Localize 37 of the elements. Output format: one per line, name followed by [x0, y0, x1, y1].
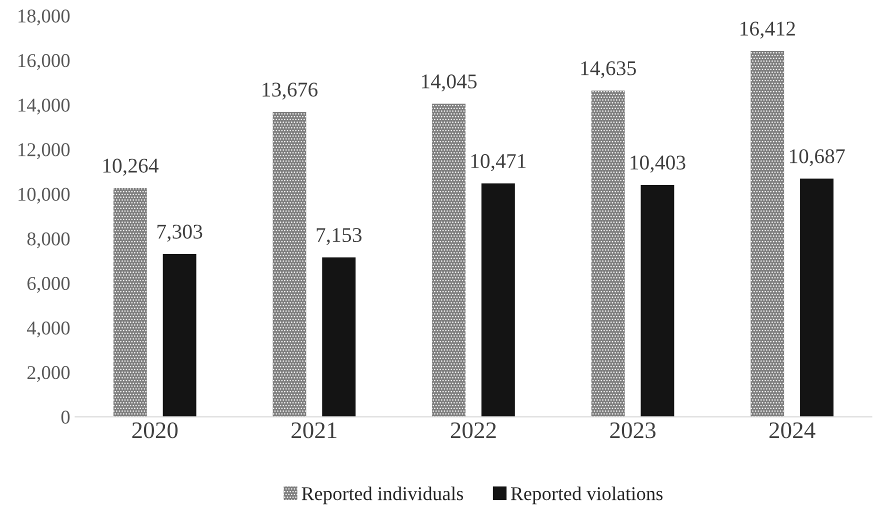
text: 16,412 [740, 22, 795, 39]
y-tick-label: 10,000 [18, 188, 70, 204]
y-tick-label: 0 [61, 410, 70, 424]
bar [113, 188, 147, 417]
x-tick-label: 2020 [132, 422, 178, 438]
legend-label: Reported individuals [302, 486, 464, 504]
bar [640, 184, 674, 417]
x-tick-label: 2023 [610, 422, 656, 438]
bar [432, 104, 466, 417]
bar [272, 112, 306, 417]
text: 10,403 [630, 156, 686, 173]
y-tick-label: 14,000 [18, 98, 70, 115]
text: 10,264 [103, 158, 159, 176]
y-tick-label: 16,000 [18, 54, 70, 70]
text: 13,676 [262, 82, 318, 100]
text: 14,045 [422, 74, 477, 92]
y-tick-label: 12,000 [18, 143, 70, 160]
text: 14,635 [581, 61, 636, 78]
x-tick-label: 2021 [292, 422, 336, 438]
bar [750, 51, 784, 417]
bar [322, 257, 356, 417]
text: 10,471 [471, 154, 526, 172]
x-tick-label: 2022 [450, 422, 496, 438]
text: 7,153 [316, 228, 362, 246]
y-tick-label: 8,000 [27, 232, 70, 248]
legend-label: Reported violations [510, 486, 663, 504]
x-tick-label: 2024 [770, 422, 816, 438]
bar [591, 90, 625, 417]
bar [162, 254, 196, 417]
text: 10,687 [790, 149, 845, 166]
text: 7,303 [158, 224, 202, 242]
y-tick-label: 4,000 [26, 321, 70, 338]
bar [481, 183, 515, 417]
y-tick-label: 6,000 [27, 276, 70, 293]
y-tick-label: 2,000 [27, 366, 70, 382]
y-tick-label: 18,000 [18, 9, 70, 26]
bar [800, 178, 834, 417]
